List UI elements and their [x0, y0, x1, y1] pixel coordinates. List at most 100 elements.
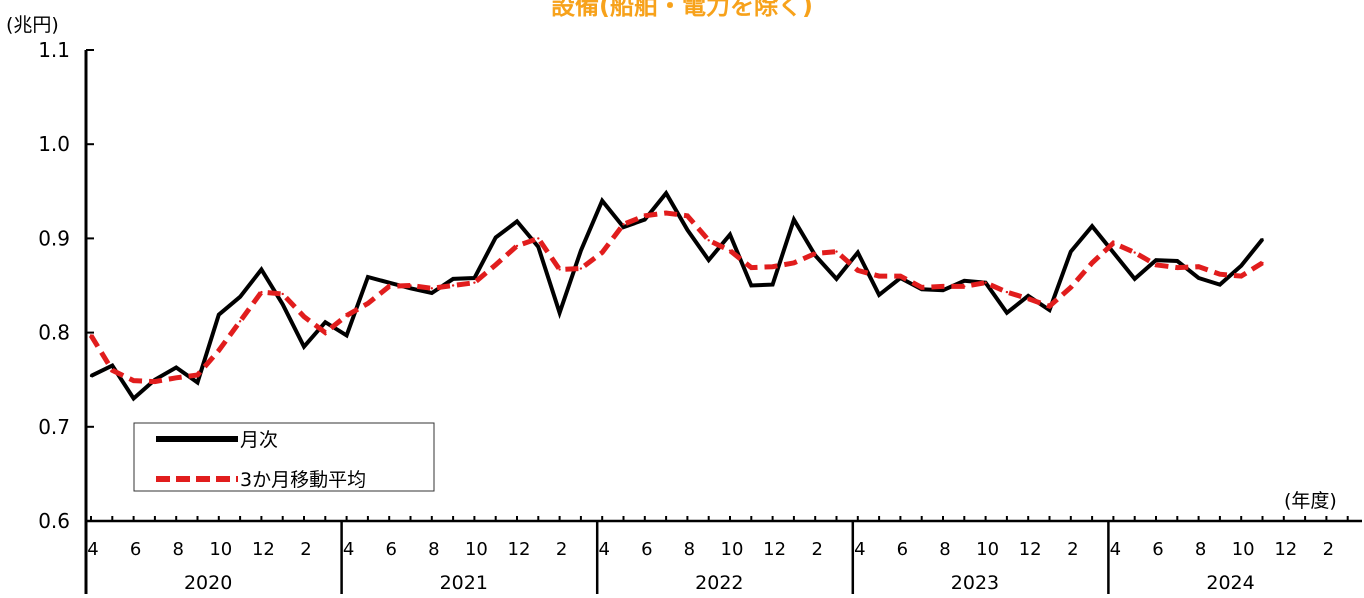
- x-tick-label: 10: [209, 539, 232, 560]
- x-tick-label: 2: [1323, 539, 1334, 560]
- legend: 月次 3か月移動平均: [133, 422, 435, 492]
- data-point: [260, 268, 263, 271]
- data-point: [601, 251, 604, 254]
- fiscal-year-label: 2024: [1206, 572, 1254, 594]
- data-point: [153, 380, 157, 383]
- data-point: [196, 381, 199, 384]
- data-point: [686, 228, 689, 232]
- data-point: [494, 236, 497, 239]
- x-tick-label: 8: [684, 539, 695, 560]
- data-point: [835, 277, 838, 281]
- data-point: [941, 289, 945, 292]
- data-point: [963, 285, 966, 288]
- y-tick-label: 0.8: [38, 321, 70, 345]
- data-point: [1261, 238, 1264, 241]
- x-tick-label: 2: [1067, 539, 1078, 560]
- data-point: [814, 252, 817, 255]
- x-tick-label: 4: [598, 539, 609, 560]
- data-point: [196, 373, 199, 377]
- data-point: [132, 379, 135, 382]
- data-point: [217, 313, 220, 316]
- x-tick-label: 10: [721, 539, 744, 560]
- data-point: [664, 211, 668, 215]
- data-point: [1048, 305, 1051, 308]
- x-tick-label: 4: [854, 539, 865, 560]
- data-point: [238, 320, 242, 323]
- data-point: [1261, 261, 1264, 265]
- data-point: [409, 284, 412, 287]
- x-tick-label: 2: [811, 539, 822, 560]
- y-axis-unit: (兆円): [6, 14, 59, 36]
- fiscal-year-label: 2020: [184, 572, 232, 594]
- data-point: [750, 266, 753, 269]
- x-tick-label: 6: [1152, 539, 1163, 560]
- data-point: [430, 291, 433, 295]
- x-axis-unit: (年度): [1284, 490, 1337, 512]
- data-point: [1112, 251, 1115, 254]
- data-point: [579, 249, 583, 252]
- x-tick-label: 4: [343, 539, 354, 560]
- data-point: [281, 303, 284, 306]
- data-point: [217, 349, 220, 352]
- data-point: [1027, 297, 1030, 300]
- series-line-moving-average: [88, 210, 1264, 385]
- data-point: [1133, 277, 1136, 281]
- series-layer: [88, 189, 1265, 402]
- data-point: [1090, 224, 1094, 228]
- x-tick-label: 8: [428, 539, 439, 560]
- x-tick-label: 12: [508, 539, 531, 560]
- x-tick-label: 6: [385, 539, 396, 560]
- data-point: [324, 321, 327, 324]
- data-point: [984, 281, 987, 284]
- data-point: [366, 275, 370, 279]
- x-tick-label: 10: [1232, 539, 1255, 560]
- data-point: [792, 261, 796, 265]
- x-tick-label: 12: [1274, 539, 1297, 560]
- x-tick-label: 8: [939, 539, 950, 560]
- data-point: [515, 220, 519, 223]
- data-point: [664, 191, 668, 195]
- series-line-monthly: [90, 189, 1265, 402]
- x-tick-label: 6: [641, 539, 652, 560]
- data-point: [1218, 272, 1222, 276]
- data-point: [856, 269, 859, 272]
- data-point: [537, 237, 540, 240]
- data-point: [792, 218, 796, 221]
- data-point: [451, 284, 455, 287]
- data-point: [260, 290, 263, 294]
- y-tick-label: 0.7: [38, 415, 70, 439]
- data-point: [558, 268, 561, 271]
- data-point: [345, 334, 348, 337]
- x-tick-label: 12: [252, 539, 275, 560]
- data-point: [963, 279, 966, 282]
- data-point: [473, 276, 476, 280]
- data-point: [451, 277, 455, 281]
- data-point: [877, 293, 881, 297]
- x-tick-label: 12: [1019, 539, 1042, 560]
- x-tick-label: 4: [87, 539, 98, 560]
- data-point: [601, 199, 604, 202]
- data-point: [1048, 308, 1051, 312]
- data-point: [302, 345, 306, 348]
- data-point: [302, 315, 306, 318]
- data-point: [238, 295, 242, 299]
- data-point: [132, 397, 135, 400]
- x-tick-label: 8: [172, 539, 183, 560]
- data-point: [771, 283, 774, 286]
- data-point: [324, 331, 327, 334]
- data-point: [1176, 266, 1179, 269]
- data-point: [175, 376, 178, 380]
- data-point: [728, 233, 732, 236]
- x-tick-label: 10: [465, 539, 488, 560]
- x-tick-label: 8: [1195, 539, 1206, 560]
- x-tick-label: 6: [897, 539, 908, 560]
- data-point: [1154, 263, 1158, 266]
- data-point: [1240, 274, 1243, 278]
- data-point: [728, 249, 732, 252]
- data-point: [771, 265, 774, 268]
- legend-label-monthly: 月次: [240, 429, 278, 451]
- data-point: [643, 214, 646, 217]
- data-point: [366, 302, 370, 305]
